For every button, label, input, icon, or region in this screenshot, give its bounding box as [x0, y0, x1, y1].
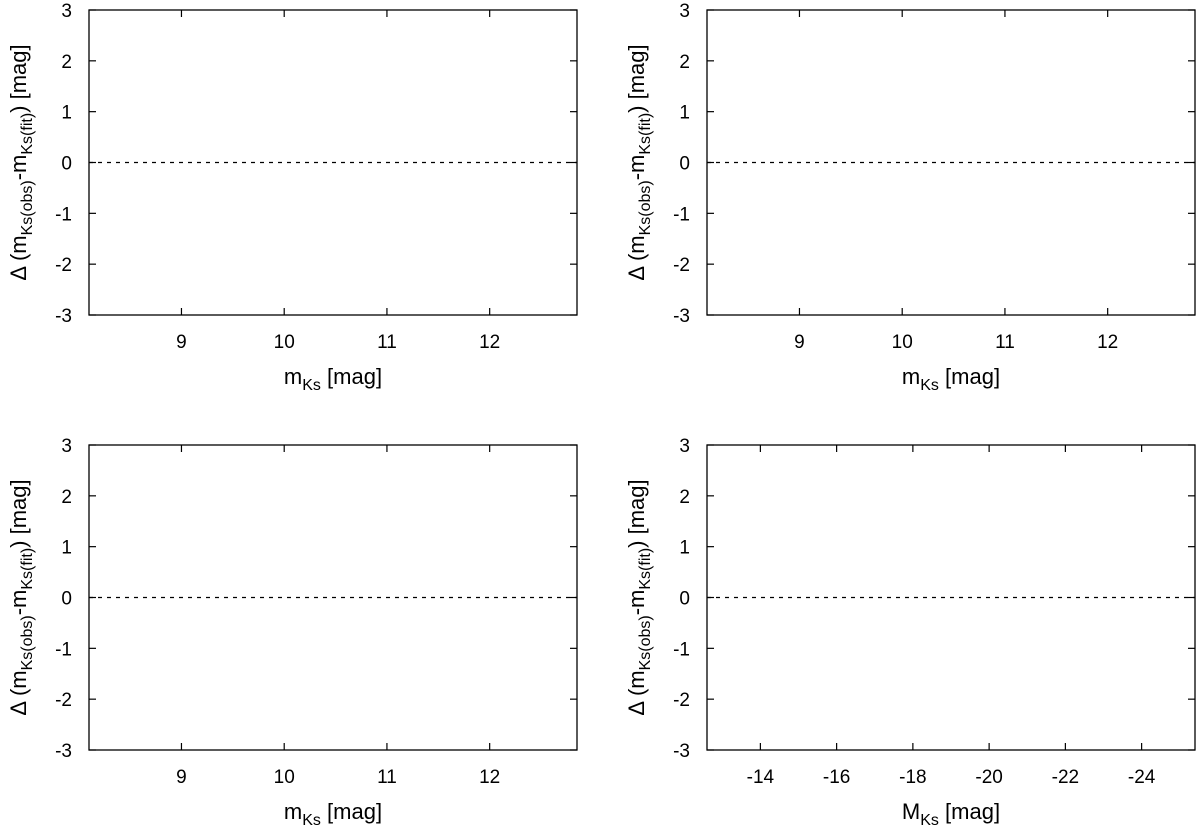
- y-tick-label: 3: [679, 1, 690, 22]
- x-tick-label: 12: [479, 332, 500, 353]
- y-tick-label: -1: [55, 204, 72, 225]
- y-tick-label: -2: [55, 255, 72, 276]
- y-tick-label: 1: [679, 103, 690, 124]
- y-tick-label: -3: [55, 306, 72, 327]
- y-axis-title-sub2: Ks(fit): [637, 113, 654, 155]
- x-tick-label: 10: [274, 332, 295, 353]
- y-axis-title-mid: -m: [624, 155, 649, 181]
- y-tick-label: -2: [673, 255, 690, 276]
- y-axis-title-suffix: ) [mag]: [624, 44, 649, 112]
- x-tick-label: 11: [995, 332, 1015, 353]
- x-tick-label: 9: [794, 332, 805, 353]
- y-axis-title-sub1: Ks(obs): [637, 180, 654, 235]
- x-axis-title-main: m: [902, 364, 920, 389]
- y-axis-title: Δ (mKs(obs)-mKs(fit)) [mag]: [624, 44, 654, 280]
- y-tick-label: -1: [673, 204, 690, 225]
- x-axis-title: mKs [mag]: [284, 364, 382, 394]
- y-tick-label: 2: [679, 52, 690, 73]
- x-axis-title-rest: [mag]: [321, 364, 382, 389]
- y-axis-title-sub1: Ks(obs): [19, 180, 36, 235]
- y-tick-label: -3: [673, 306, 690, 327]
- y-axis-title-mid: -m: [6, 155, 31, 181]
- y-tick-label: 0: [61, 154, 72, 175]
- x-tick-label: 11: [377, 332, 397, 353]
- y-tick-label: 3: [61, 1, 72, 22]
- x-tick-label: 9: [176, 332, 187, 353]
- y-axis-title-prefix: Δ (m: [6, 235, 31, 280]
- x-axis-title-rest: [mag]: [939, 364, 1000, 389]
- x-axis-title-sub: Ks: [920, 377, 939, 394]
- x-axis-title-sub: Ks: [302, 377, 321, 394]
- y-tick-label: 0: [679, 154, 690, 175]
- x-axis-title: mKs [mag]: [902, 364, 1000, 394]
- y-axis-title-prefix: Δ (m: [624, 235, 649, 280]
- x-axis-title-main: m: [284, 364, 302, 389]
- y-axis-title-sub2: Ks(fit): [19, 113, 36, 155]
- y-tick-label: 2: [61, 52, 72, 73]
- y-tick-label: 1: [61, 103, 72, 124]
- y-axis-title-suffix: ) [mag]: [6, 44, 31, 112]
- x-tick-label: 12: [1097, 332, 1118, 353]
- y-axis-title: Δ (mKs(obs)-mKs(fit)) [mag]: [6, 44, 36, 280]
- x-tick-label: 10: [892, 332, 913, 353]
